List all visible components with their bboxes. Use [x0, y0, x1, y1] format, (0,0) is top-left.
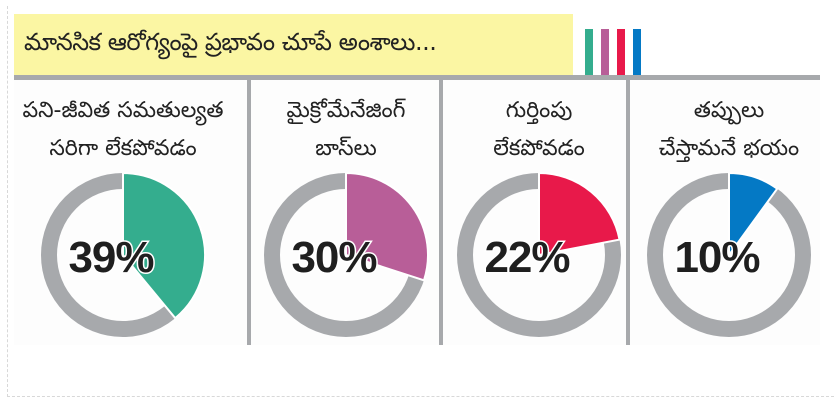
category-label: మైక్రోమేనేజింగ్ బాస్‌లు: [226, 92, 466, 168]
category-label-line: గుర్తింపు: [505, 98, 573, 123]
column-divider: [247, 80, 251, 345]
header-rule: [14, 75, 820, 80]
pie-slice: [345, 171, 429, 282]
category-label: గుర్తింపు లేకపోవడం: [419, 92, 659, 168]
pie-chart: 10%: [647, 171, 811, 337]
category-label: పని-జీవిత సమతుల్యత సరిగా లేకపోవడం: [3, 92, 243, 168]
percent-label: 30%: [291, 233, 376, 282]
column-divider: [626, 80, 630, 345]
title-banner: మానసిక ఆరోగ్యంపై ప్రభావం చూపే అంశాలు...: [14, 14, 573, 75]
pie-chart: 30%: [264, 171, 429, 337]
percent-label: 39%: [68, 233, 153, 282]
column-divider: [439, 80, 443, 345]
category-label-line: లేకపోవడం: [493, 136, 585, 161]
frame-border: [7, 6, 834, 397]
color-bar-blue: [633, 29, 641, 75]
category-label-line: బాస్‌లు: [315, 136, 377, 161]
pie-slice: [122, 171, 206, 320]
category-label-line: చేస్తామనే భయం: [658, 136, 800, 161]
chart-title: మానసిక ఆరోగ్యంపై ప్రభావం చూపే అంశాలు...: [24, 27, 437, 56]
category-label-line: సరిగా లేకపోవడం: [49, 136, 197, 161]
percent-label: 22%: [484, 233, 569, 282]
pie-slice: [538, 171, 621, 257]
pie-chart: 39%: [41, 171, 206, 337]
category-label-line: పని-జీవిత సమతుల్యత: [22, 98, 224, 123]
color-bar-green: [585, 29, 593, 75]
color-bar-purple: [601, 29, 609, 75]
color-bar-red: [617, 29, 625, 75]
category-label-line: మైక్రోమేనేజింగ్: [286, 98, 406, 123]
pie-slice: [728, 171, 779, 259]
category-label: తప్పులు చేస్తామనే భయం: [609, 92, 834, 168]
percent-label: 10%: [674, 233, 759, 282]
pie-chart: 22%: [457, 171, 621, 337]
category-label-line: తప్పులు: [693, 98, 765, 123]
